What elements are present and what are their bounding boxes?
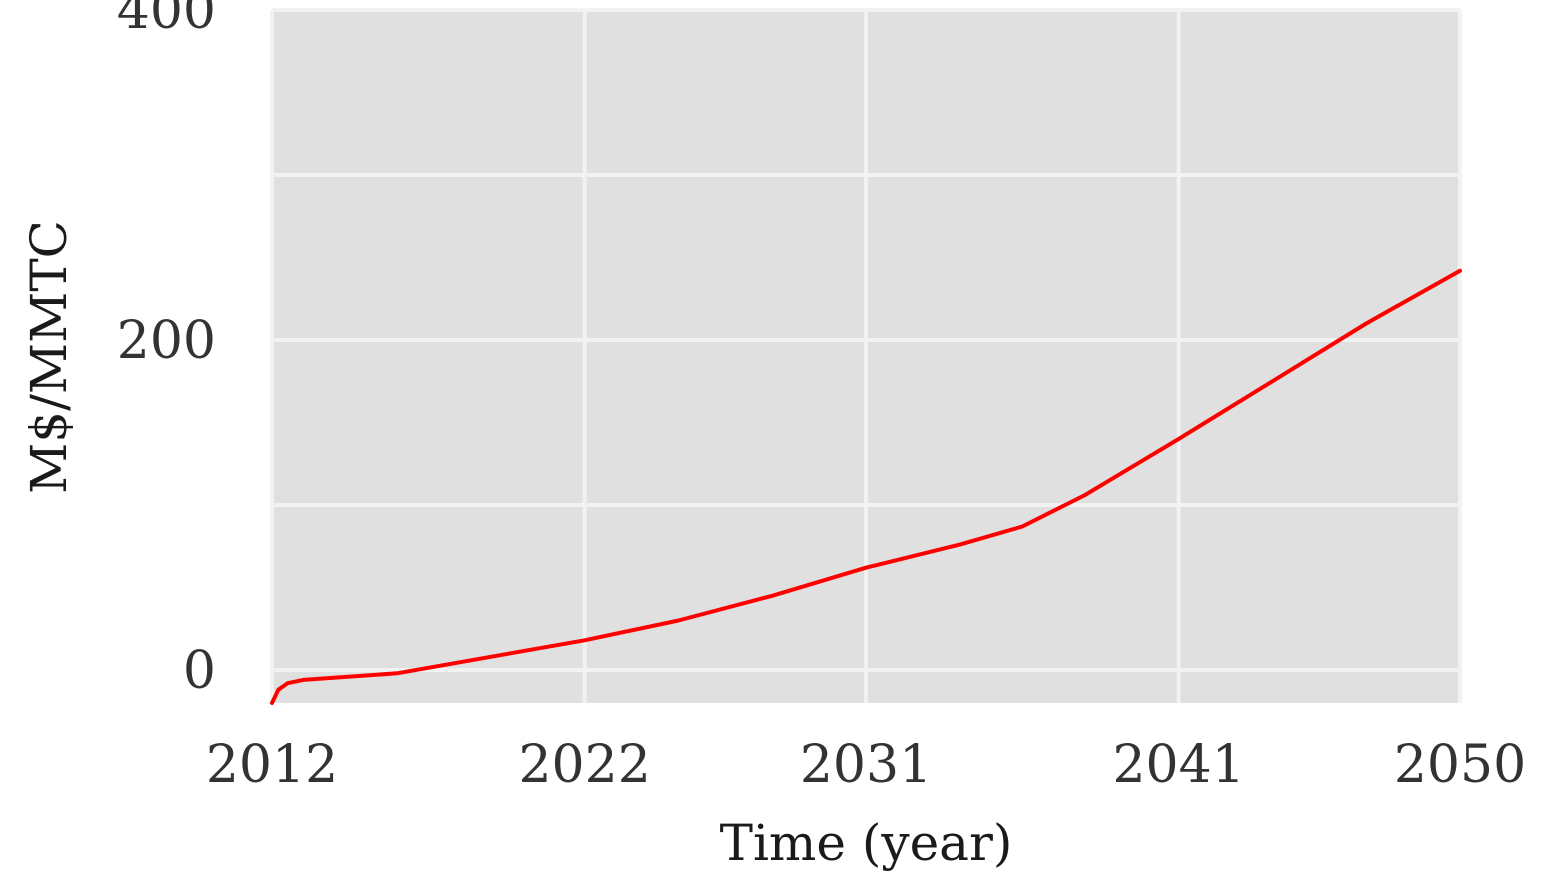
x-tick-label: 2012	[206, 735, 338, 795]
x-tick-label: 2050	[1394, 735, 1526, 795]
x-tick-label: 2031	[800, 735, 932, 795]
x-tick-label: 2022	[518, 735, 650, 795]
series-line	[270, 268, 1462, 705]
x-axis-title: Time (year)	[720, 814, 1013, 872]
y-tick-label: 200	[117, 311, 216, 371]
x-tick-labels: 2012 2022 2031 2041 2050	[206, 735, 1526, 795]
y-tick-label: 0	[183, 641, 216, 701]
y-tick-labels: 0 200 400	[117, 0, 216, 701]
grid-lines	[270, 8, 1462, 703]
y-axis-title: M$/MMTC	[20, 220, 78, 494]
series-layer	[270, 268, 1462, 705]
x-tick-label: 2041	[1112, 735, 1244, 795]
y-tick-label: 400	[117, 0, 216, 41]
